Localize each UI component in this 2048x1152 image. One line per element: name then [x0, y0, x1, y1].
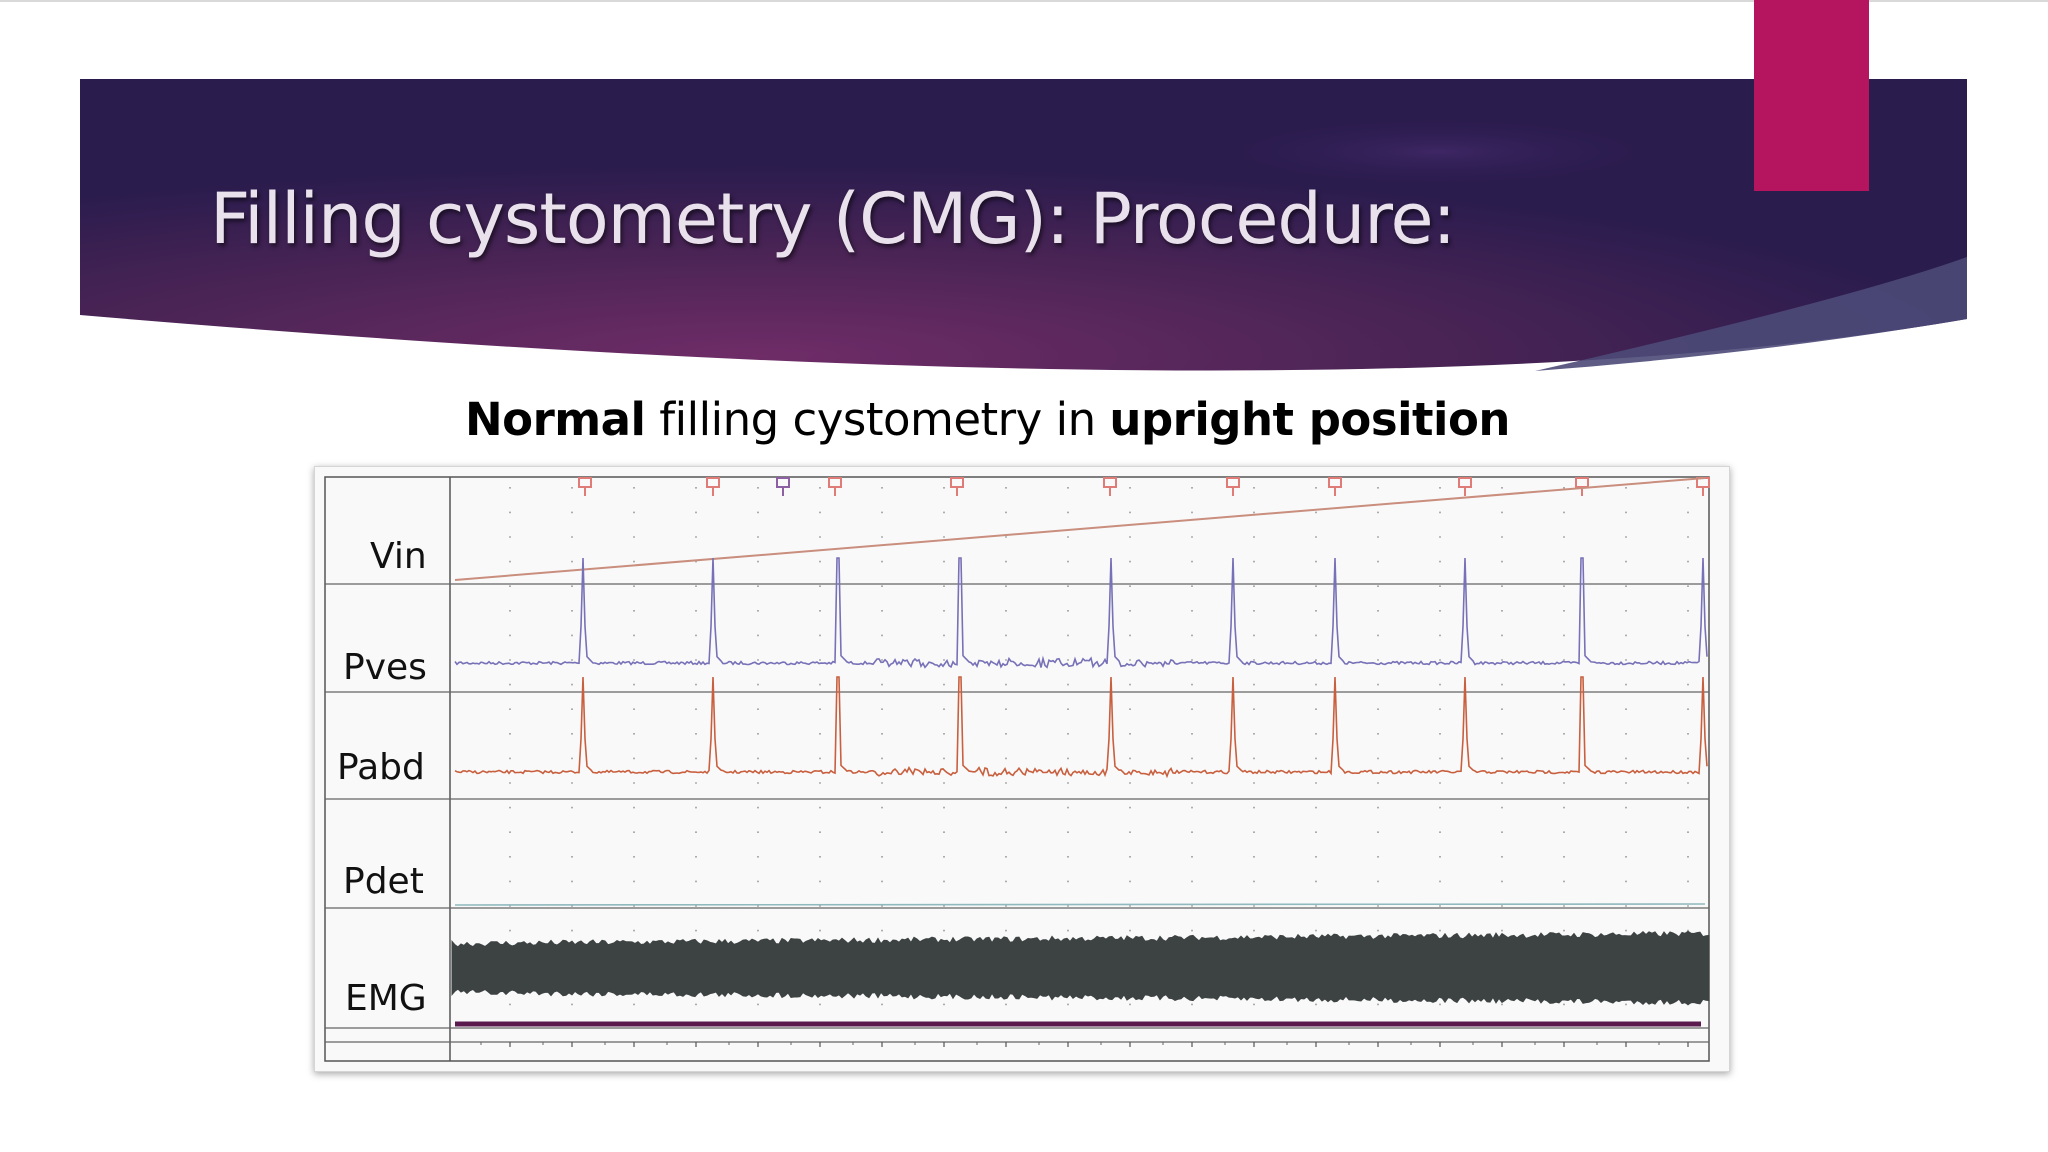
event-marker-3 — [828, 477, 842, 496]
channel-label-pabd: Pabd — [337, 747, 425, 788]
subtitle-position: upright position — [1109, 393, 1510, 446]
event-marker-8 — [1458, 477, 1472, 496]
channel-label-pves: Pves — [343, 647, 427, 688]
event-marker-4 — [950, 477, 964, 496]
subtitle-middle: filling cystometry in — [645, 393, 1110, 446]
pves-trace — [454, 557, 1708, 669]
event-marker-10 — [1696, 477, 1710, 496]
channel-label-vin: Vin — [370, 536, 427, 577]
chart-frame — [324, 476, 1710, 1062]
emg-trace — [451, 930, 1710, 1006]
event-marker-7 — [1328, 477, 1342, 496]
event-marker-2 — [776, 477, 790, 496]
pdet-trace — [454, 903, 1706, 906]
top-divider — [0, 0, 2048, 2]
cystometry-trace-chart — [324, 476, 1710, 1062]
event-marker-6 — [1226, 477, 1240, 496]
subtitle-normal: Normal — [465, 393, 646, 446]
vin-trace — [454, 477, 1706, 581]
accent-bar — [1754, 0, 1869, 191]
cystometry-figure: Vin Pves Pabd Pdet EMG — [314, 466, 1730, 1072]
event-marker-1 — [706, 477, 720, 496]
slide-title: Filling cystometry (CMG): Procedure: — [210, 178, 1456, 260]
title-banner — [80, 79, 1967, 371]
pabd-trace — [454, 676, 1708, 779]
event-marker-0 — [578, 477, 592, 496]
event-marker-5 — [1103, 477, 1117, 496]
slide-subtitle: Normal filling cystometry in upright pos… — [465, 393, 1510, 446]
channel-label-emg: EMG — [345, 978, 427, 1019]
channel-label-pdet: Pdet — [343, 861, 424, 902]
